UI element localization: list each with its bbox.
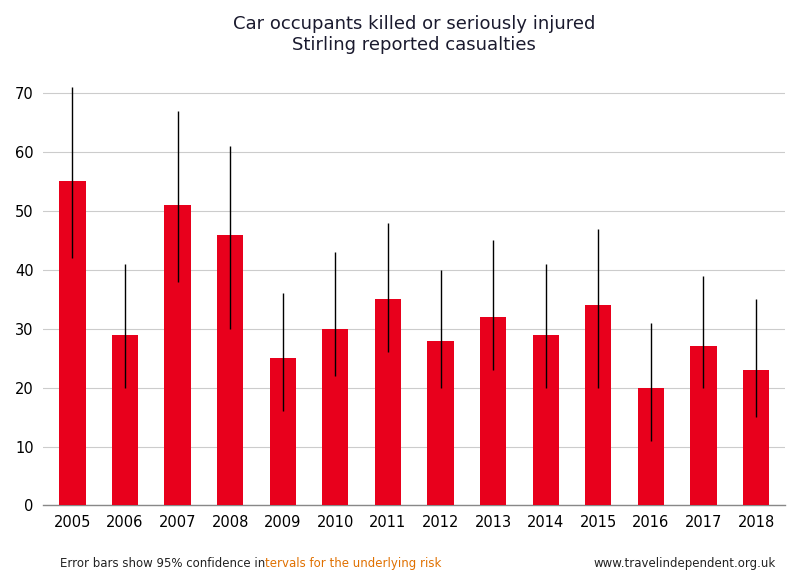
- Text: tervals for the underlying risk: tervals for the underlying risk: [266, 557, 442, 570]
- Bar: [112, 335, 138, 506]
- Bar: [322, 329, 349, 506]
- Bar: [480, 317, 506, 506]
- Bar: [533, 335, 559, 506]
- Bar: [743, 370, 770, 506]
- Bar: [270, 358, 296, 506]
- Bar: [165, 205, 190, 506]
- Bar: [427, 340, 454, 506]
- Bar: [638, 387, 664, 506]
- Text: www.travelindependent.org.uk: www.travelindependent.org.uk: [594, 557, 776, 570]
- Bar: [690, 346, 717, 506]
- Bar: [585, 305, 611, 506]
- Bar: [217, 234, 243, 506]
- Bar: [374, 299, 401, 506]
- Bar: [59, 182, 86, 506]
- Title: Car occupants killed or seriously injured
Stirling reported casualties: Car occupants killed or seriously injure…: [233, 15, 595, 54]
- Text: Error bars show 95% confidence in: Error bars show 95% confidence in: [60, 557, 266, 570]
